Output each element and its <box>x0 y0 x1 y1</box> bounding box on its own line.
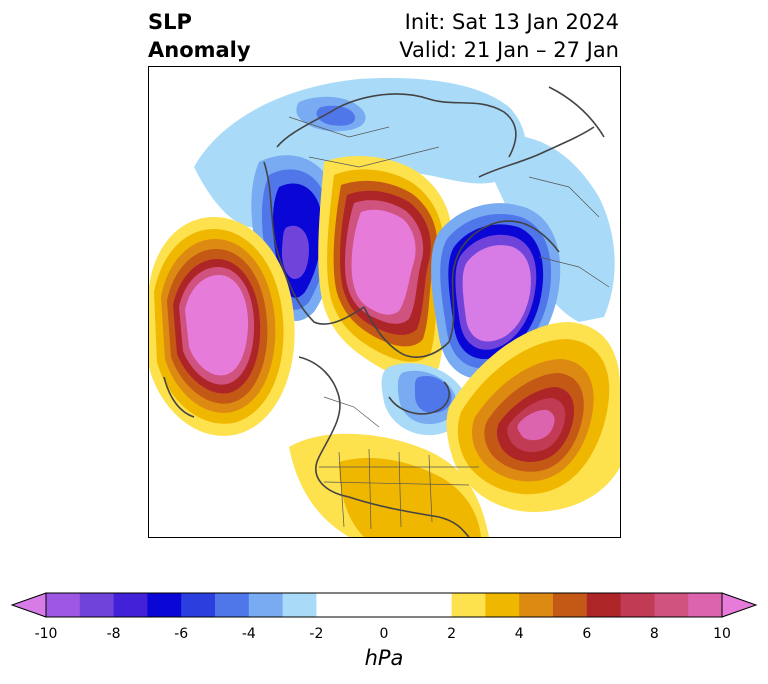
colorbar-tick-label: -6 <box>174 626 189 642</box>
colorbar-segment <box>654 593 689 617</box>
anomaly-map <box>149 77 620 537</box>
colorbar-tick-label: -2 <box>309 626 324 642</box>
pos-anomaly-pacific-core <box>185 275 248 376</box>
pos-anomaly-arctic-core <box>351 209 416 315</box>
colorbar-segment <box>553 593 588 617</box>
neg-anomaly-patch-north-core <box>316 105 356 126</box>
colorbar-segment <box>316 593 453 617</box>
title-line-1: SLP <box>148 10 192 34</box>
colorbar-extend-high <box>721 592 758 618</box>
colorbar-tick-label: -10 <box>34 626 58 642</box>
neg-anomaly-ring-4 <box>281 225 309 279</box>
colorbar-segment <box>519 593 554 617</box>
colorbar-segment <box>688 593 723 617</box>
valid-range: Valid: 21 Jan – 27 Jan <box>399 38 619 62</box>
colorbar-segment <box>451 593 486 617</box>
colorbar-segment <box>79 593 115 617</box>
map-panel <box>148 66 621 538</box>
colorbar-tick-label: 10 <box>713 626 731 642</box>
colorbar-segment <box>282 593 317 617</box>
pos-anomaly-atlantic-core <box>517 409 555 441</box>
colorbar-segment <box>248 593 284 617</box>
colorbar-segment <box>586 593 622 617</box>
colorbar-segment <box>46 593 81 617</box>
title-line-2: Anomaly <box>148 38 251 62</box>
map-title: SLP Anomaly <box>148 8 251 64</box>
neg-anomaly-asia-core <box>462 245 531 342</box>
colorbar-segment <box>620 593 655 617</box>
colorbar-segment <box>215 593 250 617</box>
coastlines <box>163 86 605 537</box>
colorbar-tick-label: 8 <box>649 626 659 642</box>
pos-anomaly-us-2 <box>339 458 481 537</box>
colorbar-segment <box>485 593 520 617</box>
neg-anomaly-hudson-3 <box>414 375 452 413</box>
colorbar-tick-label: -4 <box>241 626 256 642</box>
init-date: Init: Sat 13 Jan 2024 <box>404 10 619 34</box>
political-borders <box>288 116 610 530</box>
colorbar-unit-label: hPa <box>364 646 404 670</box>
colorbar-tick-label: 2 <box>447 626 457 642</box>
colorbar-segment <box>181 593 216 617</box>
colorbar-tick-label: 0 <box>379 626 389 642</box>
colorbar-segment <box>147 593 182 617</box>
map-dates: Init: Sat 13 Jan 2024 Valid: 21 Jan – 27… <box>399 8 619 64</box>
colorbar-tick-label: 4 <box>514 626 524 642</box>
colorbar-segment <box>113 593 148 617</box>
colorbar-tick-label: -8 <box>106 626 121 642</box>
colorbar-extend-low <box>10 592 47 618</box>
colorbar-outline <box>45 592 723 618</box>
colorbar <box>10 592 758 618</box>
colorbar-tick-label: 6 <box>582 626 592 642</box>
